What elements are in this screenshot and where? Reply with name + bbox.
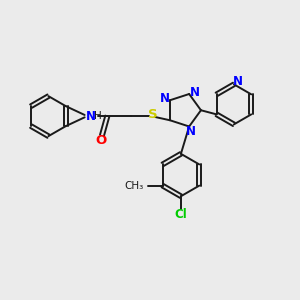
Text: H: H xyxy=(94,111,102,121)
Text: Cl: Cl xyxy=(175,208,187,221)
Text: N: N xyxy=(232,76,242,88)
Text: N: N xyxy=(86,110,96,123)
Text: N: N xyxy=(189,86,200,99)
Text: S: S xyxy=(148,108,158,121)
Text: O: O xyxy=(95,134,106,147)
Text: N: N xyxy=(186,125,196,138)
Text: CH₃: CH₃ xyxy=(124,181,143,190)
Text: N: N xyxy=(160,92,170,105)
